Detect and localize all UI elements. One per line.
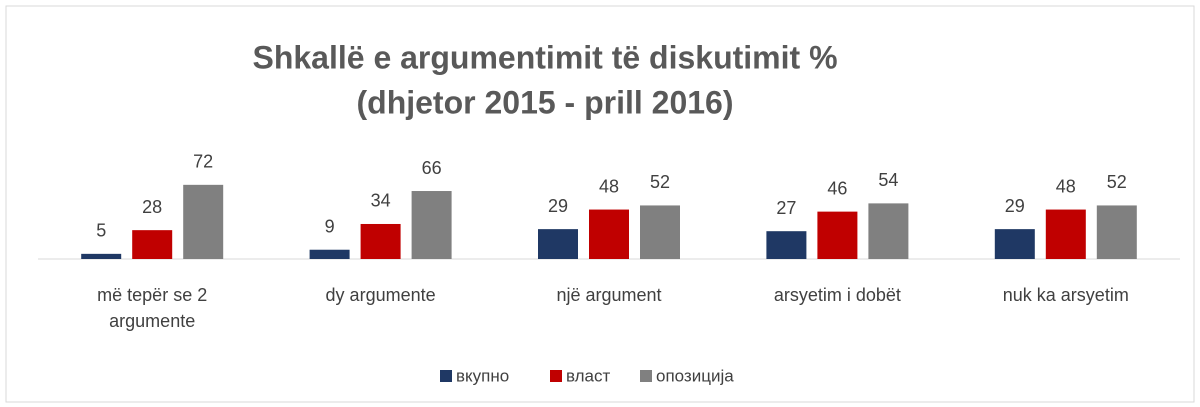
data-label: 5 <box>96 221 106 241</box>
x-tick-label: dy argumente <box>325 285 436 305</box>
data-label: 52 <box>650 172 670 192</box>
bar <box>309 249 350 259</box>
chart-title: Shkallë e argumentimit të diskutimit % <box>252 39 837 75</box>
data-label: 72 <box>193 152 213 172</box>
data-label: 28 <box>142 197 162 217</box>
legend-label: власт <box>566 366 611 385</box>
bar <box>589 209 629 259</box>
legend-swatch <box>640 370 652 382</box>
bar <box>360 223 401 259</box>
data-label: 48 <box>1056 176 1076 196</box>
bar <box>411 191 452 259</box>
bar <box>868 203 909 259</box>
data-label: 29 <box>548 196 568 216</box>
data-label: 9 <box>325 216 335 236</box>
bar <box>994 229 1035 259</box>
data-label: 46 <box>827 178 847 198</box>
bar <box>132 230 173 259</box>
bar <box>766 231 807 259</box>
data-label: 54 <box>878 170 898 190</box>
data-label: 48 <box>599 176 619 196</box>
x-tick-label: një argument <box>556 285 662 305</box>
bar <box>81 253 122 259</box>
data-label: 29 <box>1005 196 1025 216</box>
x-tick-label: arsyetim i dobët <box>773 285 901 305</box>
bar <box>538 229 578 259</box>
chart-title: (dhjetor 2015 - prill 2016) <box>356 84 733 120</box>
legend-label: вкупно <box>456 366 509 385</box>
legend-swatch <box>440 370 452 382</box>
x-tick-label: më tepër se 2 argumente <box>97 285 208 331</box>
bar <box>817 211 858 259</box>
bar <box>183 184 224 259</box>
bar <box>640 205 680 259</box>
data-label: 27 <box>776 198 796 218</box>
legend-swatch <box>550 370 562 382</box>
data-label: 66 <box>422 158 442 178</box>
data-label: 34 <box>371 191 391 211</box>
bar <box>1096 205 1137 259</box>
data-label: 52 <box>1107 172 1127 192</box>
x-tick-label: nuk ka arsyetim <box>1002 285 1129 305</box>
bar <box>1045 209 1086 259</box>
legend-label: опозиција <box>656 366 734 385</box>
